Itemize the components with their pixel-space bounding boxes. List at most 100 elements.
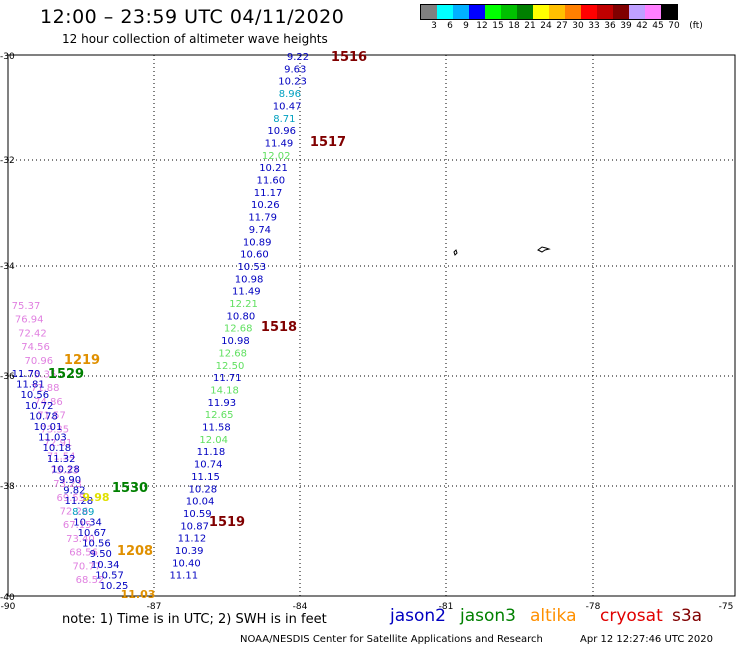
legend-label: 6 [447, 21, 453, 31]
swh-value: 10.25 [100, 581, 129, 592]
swh-value: 8.89 [72, 507, 94, 518]
legend-swatch [469, 5, 485, 19]
longitude-label: -87 [146, 602, 162, 612]
satellite-legend-altika: altika [530, 606, 577, 626]
swh-value: 73.23 [53, 479, 82, 490]
swh-value: 10.67 [78, 528, 107, 539]
swh-value: 10.34 [73, 517, 102, 528]
map-frame [7, 54, 736, 597]
legend-swatches [420, 4, 678, 20]
legend-label: 15 [492, 21, 504, 31]
swh-value: 76.94 [15, 315, 44, 326]
swh-value: 10.39 [175, 546, 204, 557]
swh-value: 11.15 [191, 472, 220, 483]
swh-value: 11.60 [256, 176, 285, 187]
swh-value: 11.11 [169, 571, 198, 582]
swh-value: 11.79 [248, 213, 277, 224]
legend-labels: 3 6 9 12 15 18 21 24 27 30 33 36 39 42 45 70 (ft) [420, 20, 703, 32]
latitude-label: -34 [0, 262, 15, 272]
legend-label: 24 [540, 21, 552, 31]
pass-time-label: 1517 [310, 135, 346, 150]
map-subtitle: 12 hour collection of altimeter wave hei… [62, 32, 328, 46]
pass-time-label: 1519 [209, 515, 245, 530]
latitude-label: -32 [0, 156, 15, 166]
generated-timestamp: Apr 12 12:27:46 UTC 2020 [580, 634, 713, 645]
island-outline [453, 249, 458, 256]
swh-value: 70.77 [72, 561, 101, 572]
satellite-legend-jason3: jason3 [460, 606, 516, 626]
swh-value: 9.74 [249, 225, 271, 236]
legend-swatch [661, 5, 677, 19]
swh-value: 73.40 [66, 534, 95, 545]
legend-label: 12 [476, 21, 488, 31]
legend-swatch [437, 5, 453, 19]
swh-value: 69.55 [56, 493, 85, 504]
swh-value: 11.71 [213, 373, 242, 384]
swh-value: 10.89 [243, 237, 272, 248]
swh-value: 12.65 [205, 410, 234, 421]
swh-value: 10.80 [227, 311, 256, 322]
island-outline [537, 246, 551, 253]
swh-value: 71.54 [47, 452, 76, 463]
latitude-label: -30 [0, 52, 15, 62]
swh-value: 11.03 [38, 433, 67, 444]
satellite-legend-jason2: jason2 [390, 606, 446, 626]
swh-value: 10.60 [240, 250, 269, 261]
swh-value: 10.23 [278, 77, 307, 88]
swh-value: 10.01 [34, 422, 63, 433]
legend-label: 39 [620, 21, 632, 31]
swh-value: 1208 [117, 544, 153, 559]
swh-value: 9.63 [284, 64, 306, 75]
swh-value: 72.91 [44, 438, 73, 449]
swh-value: 10.56 [20, 390, 49, 401]
swh-value: 12.50 [216, 361, 245, 372]
swh-value: 71.88 [31, 383, 60, 394]
swh-value: 12.21 [229, 299, 258, 310]
swh-value: 10.53 [237, 262, 266, 273]
swh-value: 10.56 [82, 539, 111, 550]
swh-value: 11.70 [12, 369, 41, 380]
swh-value: 9.82 [63, 486, 85, 497]
latitude-label: -36 [0, 372, 15, 382]
swh-value: 12.04 [199, 435, 228, 446]
swh-value: 74.56 [21, 342, 50, 353]
swh-value: 10.98 [221, 336, 250, 347]
swh-value: 74.86 [34, 397, 63, 408]
latitude-label: -38 [0, 482, 15, 492]
legend-label: 30 [572, 21, 584, 31]
pass-time-label: 1529 [48, 367, 84, 382]
swh-value: 10.34 [91, 560, 120, 571]
swh-value: 67.15 [63, 520, 92, 531]
swh-value: 75.33 [50, 465, 79, 476]
legend-label: 21 [524, 21, 536, 31]
swh-value: 1219 [64, 353, 100, 368]
swh-value: 11.58 [202, 423, 231, 434]
swh-value: 10.28 [51, 464, 80, 475]
latitude-label: -40 [0, 593, 15, 603]
footnote: note: 1) Time is in UTC; 2) SWH is in fe… [62, 612, 327, 627]
swh-value: 68.56 [69, 548, 98, 559]
legend-swatch [629, 5, 645, 19]
legend-label: 33 [588, 21, 600, 31]
swh-value: 10.72 [25, 401, 54, 412]
swh-value: 11.32 [47, 454, 76, 465]
swh-value: 10.96 [267, 126, 296, 137]
legend-label: 3 [431, 21, 437, 31]
swh-value: 12.68 [218, 348, 247, 359]
swh-value: 11.93 [208, 398, 237, 409]
swh-value: 10.57 [95, 570, 124, 581]
swh-value: 75.37 [12, 301, 41, 312]
swh-value: 73.35 [40, 424, 69, 435]
legend-label: 36 [604, 21, 616, 31]
swh-value: 8.71 [273, 114, 295, 125]
legend-swatch [613, 5, 629, 19]
swh-value: 71.57 [37, 411, 66, 422]
swh-value: 68.52 [76, 575, 105, 586]
pass-time-label: 1530 [112, 481, 148, 496]
legend-swatch [565, 5, 581, 19]
swh-value: 10.59 [183, 509, 212, 520]
swh-value: 11.12 [178, 534, 207, 545]
swh-value: 10.28 [188, 484, 217, 495]
legend-label: 70 [668, 21, 680, 31]
